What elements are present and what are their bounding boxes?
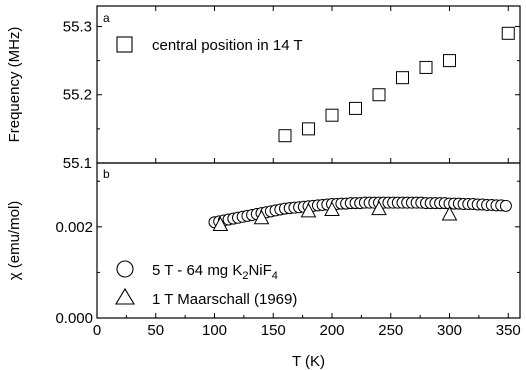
data-point-square — [349, 101, 362, 115]
data-point-triangle — [371, 200, 387, 216]
legend-circle-marker — [116, 260, 134, 278]
panel-a-ytick-label: 55.3 — [63, 18, 92, 35]
panel-b-xtick-label: 250 — [378, 322, 403, 339]
data-point-triangle — [212, 216, 229, 232]
data-point-square — [278, 129, 292, 143]
panel-b-xtick-label: 150 — [261, 322, 286, 339]
x-axis-label: T (K) — [292, 353, 325, 370]
panel-b-ytick-label: 0.000 — [55, 310, 93, 327]
panel-b: b 0.000 0.002 0 50 100 150 200 250 300 350 χ (emu/m… — [6, 162, 521, 370]
legend-b-circle-label: 5 T - 64 mg K2NiF4 — [152, 262, 278, 282]
panel-a-label: a — [103, 11, 110, 25]
legend-triangle-marker — [115, 287, 135, 305]
legend-square-marker — [116, 36, 133, 53]
legend-b-triangle-label: 1 T Maarschall (1969) — [152, 291, 297, 308]
panel-b-xtick-label: 100 — [202, 322, 227, 339]
data-point-square — [325, 108, 339, 122]
panel-b-xtick-label: 50 — [147, 322, 164, 339]
legend-subscript: 4 — [272, 270, 278, 282]
panel-a-ytick-label: 55.2 — [63, 87, 92, 104]
panel-b-xtick-label: 200 — [319, 322, 344, 339]
data-point-triangle — [253, 209, 270, 225]
data-point-square — [501, 26, 515, 40]
legend-subscript: 2 — [242, 270, 248, 282]
legend-a-label: central position in 14 T — [152, 37, 303, 54]
panel-b-xtick-label: 350 — [496, 322, 521, 339]
data-point-circle — [499, 199, 512, 212]
data-point-square — [396, 71, 409, 85]
data-point-square — [372, 88, 386, 102]
panel-b-label: b — [103, 167, 110, 181]
panel-a: a 55.1 55.2 55.3 Frequency (MHz) central posi… — [6, 5, 521, 172]
panel-a-frame — [96, 5, 521, 164]
data-point-triangle — [324, 201, 340, 216]
panel-a-ylabel: Frequency (MHz) — [6, 27, 23, 143]
data-point-triangle — [300, 202, 317, 218]
panel-b-xtick-label: 300 — [437, 322, 462, 339]
data-point-square — [419, 60, 433, 74]
data-point-triangle — [441, 206, 458, 221]
data-point-square — [302, 122, 315, 136]
legend-text-part: NiF — [248, 262, 271, 279]
panel-b-ytick-label: 0.002 — [55, 219, 93, 236]
panel-b-xtick-label: 0 — [93, 322, 101, 339]
panel-a-ytick-label: 55.1 — [63, 155, 92, 172]
panel-b-ylabel: χ (emu/mol) — [6, 201, 23, 281]
panel-b-frame — [96, 162, 521, 319]
data-point-square — [443, 54, 456, 68]
legend-text-part: 5 T - 64 mg K — [152, 262, 242, 279]
